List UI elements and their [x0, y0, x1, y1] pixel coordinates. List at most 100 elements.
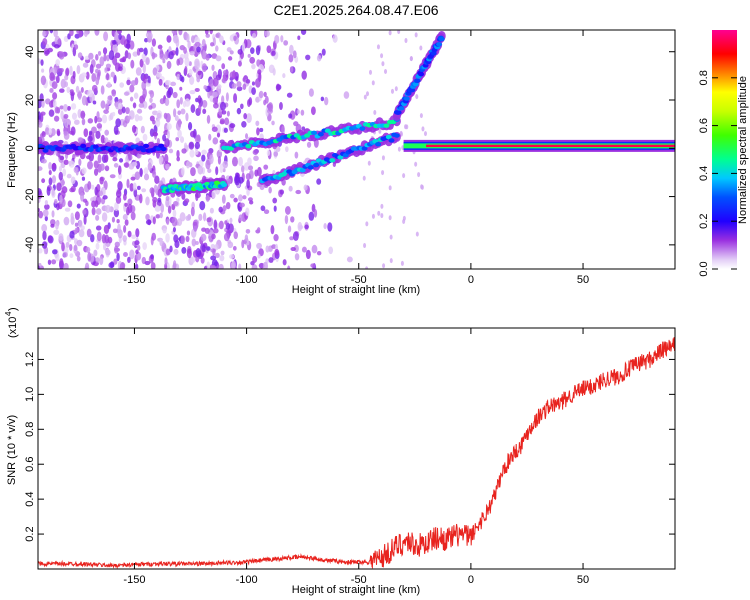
noise-blob: [38, 166, 43, 171]
spectrogram-y-axis-label: Frequency (Hz): [6, 112, 18, 188]
noise-blob: [177, 118, 182, 128]
noise-blob: [215, 45, 219, 52]
noise-blob: [245, 173, 251, 181]
noise-blob: [123, 193, 127, 201]
noise-blob: [414, 32, 418, 38]
noise-blob: [194, 87, 200, 92]
noise-blob: [164, 153, 169, 164]
noise-blob: [208, 133, 212, 141]
noise-blob: [125, 43, 131, 49]
noise-blob: [77, 52, 83, 59]
x-tick-label: -150: [123, 274, 145, 286]
track-lower-branch: [258, 131, 401, 187]
track-core: [395, 110, 402, 115]
noise-blob: [76, 203, 81, 209]
colorbar-tick-label: 0.4: [698, 166, 710, 181]
noise-blob: [106, 99, 111, 106]
noise-blob: [323, 223, 327, 230]
noise-blob: [91, 184, 95, 190]
colorbar-tick-label: 0.2: [698, 214, 710, 229]
noise-blob: [251, 264, 258, 269]
noise-blob: [189, 89, 196, 95]
noise-blob: [212, 228, 219, 234]
noise-blob: [95, 214, 100, 221]
noise-blob: [165, 79, 171, 86]
noise-blob: [176, 99, 181, 109]
noise-blob: [119, 82, 125, 88]
spectrogram-axes: -150 -100 -50 0 50 -40 -20 0 20 40: [24, 30, 675, 286]
noise-blob: [173, 108, 177, 118]
snr-plot-area: [38, 337, 675, 569]
noise-blob: [50, 223, 55, 228]
noise-blob: [397, 30, 401, 35]
noise-blob: [176, 197, 180, 203]
noise-blob: [149, 90, 155, 99]
spectrogram-x-axis-label: Height of straight line (km): [292, 284, 420, 296]
noise-blob: [63, 159, 69, 166]
noise-blob: [248, 97, 253, 106]
noise-blob: [388, 30, 392, 36]
noise-blob: [80, 86, 84, 93]
track-core: [160, 146, 167, 152]
noise-blob: [251, 63, 256, 70]
noise-blob: [219, 254, 225, 262]
noise-blob: [275, 146, 281, 153]
noise-blob: [201, 39, 206, 47]
noise-blob: [194, 41, 201, 47]
snr-frame: [37, 327, 676, 570]
noise-blob: [204, 30, 209, 35]
noise-blob: [211, 126, 218, 132]
noise-blob: [222, 168, 226, 173]
noise-blob: [96, 122, 103, 129]
noise-blob: [65, 241, 70, 248]
noise-blob: [51, 163, 57, 170]
noise-blob: [233, 35, 237, 41]
noise-blob: [60, 110, 64, 120]
noise-blob: [288, 185, 293, 192]
noise-blob: [145, 219, 152, 225]
noise-blob: [48, 128, 52, 136]
noise-blob: [137, 244, 141, 251]
noise-blob: [127, 198, 133, 206]
noise-blob: [58, 68, 64, 73]
noise-blob: [122, 56, 127, 63]
noise-blob: [136, 108, 143, 114]
noise-blob: [69, 230, 75, 239]
noise-blob: [130, 211, 136, 221]
y-tick-label: 0.2: [24, 526, 36, 541]
noise-blob: [172, 91, 178, 99]
noise-blob: [332, 34, 338, 43]
noise-blob: [44, 50, 50, 55]
noise-blob: [316, 250, 322, 256]
noise-blob: [394, 86, 398, 92]
y-tick-label: -40: [24, 237, 36, 253]
noise-blob: [164, 51, 169, 60]
y-tick-label: 0.6: [24, 457, 36, 472]
noise-blob: [42, 37, 48, 46]
noise-blob: [51, 259, 57, 265]
noise-blob: [188, 69, 193, 76]
noise-blob: [221, 63, 226, 70]
noise-blob: [152, 170, 157, 178]
noise-blob: [118, 33, 122, 40]
noise-blob: [186, 33, 190, 43]
noise-blob: [159, 48, 163, 56]
y-tick-label: 40: [24, 46, 36, 58]
noise-blob: [189, 149, 195, 158]
noise-blob: [149, 97, 153, 103]
noise-blob: [135, 249, 139, 255]
y-tick-label: -20: [24, 189, 36, 205]
noise-blob: [142, 242, 147, 250]
noise-blob: [268, 257, 274, 263]
noise-blob: [205, 53, 210, 61]
noise-blob: [201, 154, 206, 162]
noise-blob: [111, 216, 116, 223]
noise-blob: [213, 219, 218, 230]
noise-blob: [133, 188, 138, 198]
noise-blob: [371, 213, 375, 219]
spectrogram-plot-area: [38, 30, 675, 269]
noise-blob: [377, 210, 381, 216]
noise-blob: [195, 192, 201, 199]
noise-blob: [111, 111, 116, 117]
noise-blob: [168, 51, 174, 60]
